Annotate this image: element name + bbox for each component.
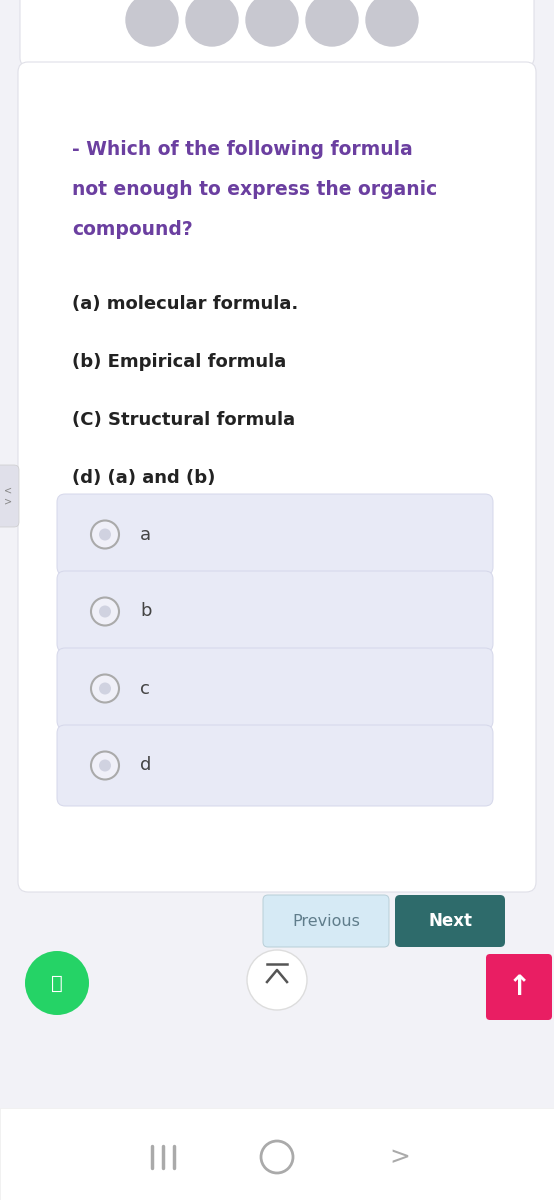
Text: a: a xyxy=(140,526,151,544)
Bar xyxy=(0,1108,554,1200)
Text: >: > xyxy=(389,1145,411,1169)
FancyBboxPatch shape xyxy=(20,0,534,66)
Circle shape xyxy=(126,0,178,46)
Text: (C) Structural formula: (C) Structural formula xyxy=(72,410,295,428)
Circle shape xyxy=(366,0,418,46)
Circle shape xyxy=(99,606,111,618)
Circle shape xyxy=(99,528,111,540)
Circle shape xyxy=(25,950,89,1015)
Text: c: c xyxy=(140,679,150,697)
FancyBboxPatch shape xyxy=(18,62,536,892)
FancyBboxPatch shape xyxy=(57,494,493,575)
Circle shape xyxy=(246,0,298,46)
Text: (a) molecular formula.: (a) molecular formula. xyxy=(72,295,298,313)
Text: - Which of the following formula: - Which of the following formula xyxy=(72,140,413,158)
Text: ↑: ↑ xyxy=(507,973,531,1001)
FancyBboxPatch shape xyxy=(395,895,505,947)
Text: 💬: 💬 xyxy=(51,973,63,992)
Circle shape xyxy=(99,683,111,695)
FancyBboxPatch shape xyxy=(0,464,19,527)
Circle shape xyxy=(91,521,119,548)
Text: Next: Next xyxy=(428,912,472,930)
FancyBboxPatch shape xyxy=(486,954,552,1020)
FancyBboxPatch shape xyxy=(57,725,493,806)
Text: d: d xyxy=(140,756,151,774)
Text: not enough to express the organic: not enough to express the organic xyxy=(72,180,437,199)
Text: compound?: compound? xyxy=(72,220,193,239)
Circle shape xyxy=(186,0,238,46)
FancyBboxPatch shape xyxy=(263,895,389,947)
Text: b: b xyxy=(140,602,151,620)
FancyBboxPatch shape xyxy=(57,648,493,728)
FancyBboxPatch shape xyxy=(57,571,493,652)
Circle shape xyxy=(91,751,119,780)
Text: (d) (a) and (b): (d) (a) and (b) xyxy=(72,469,216,487)
Circle shape xyxy=(91,598,119,625)
Text: (b) Empirical formula: (b) Empirical formula xyxy=(72,353,286,371)
Circle shape xyxy=(99,760,111,772)
Text: Previous: Previous xyxy=(292,913,360,929)
Circle shape xyxy=(247,950,307,1010)
Circle shape xyxy=(91,674,119,702)
Text: <
>: < > xyxy=(4,485,12,506)
Circle shape xyxy=(306,0,358,46)
